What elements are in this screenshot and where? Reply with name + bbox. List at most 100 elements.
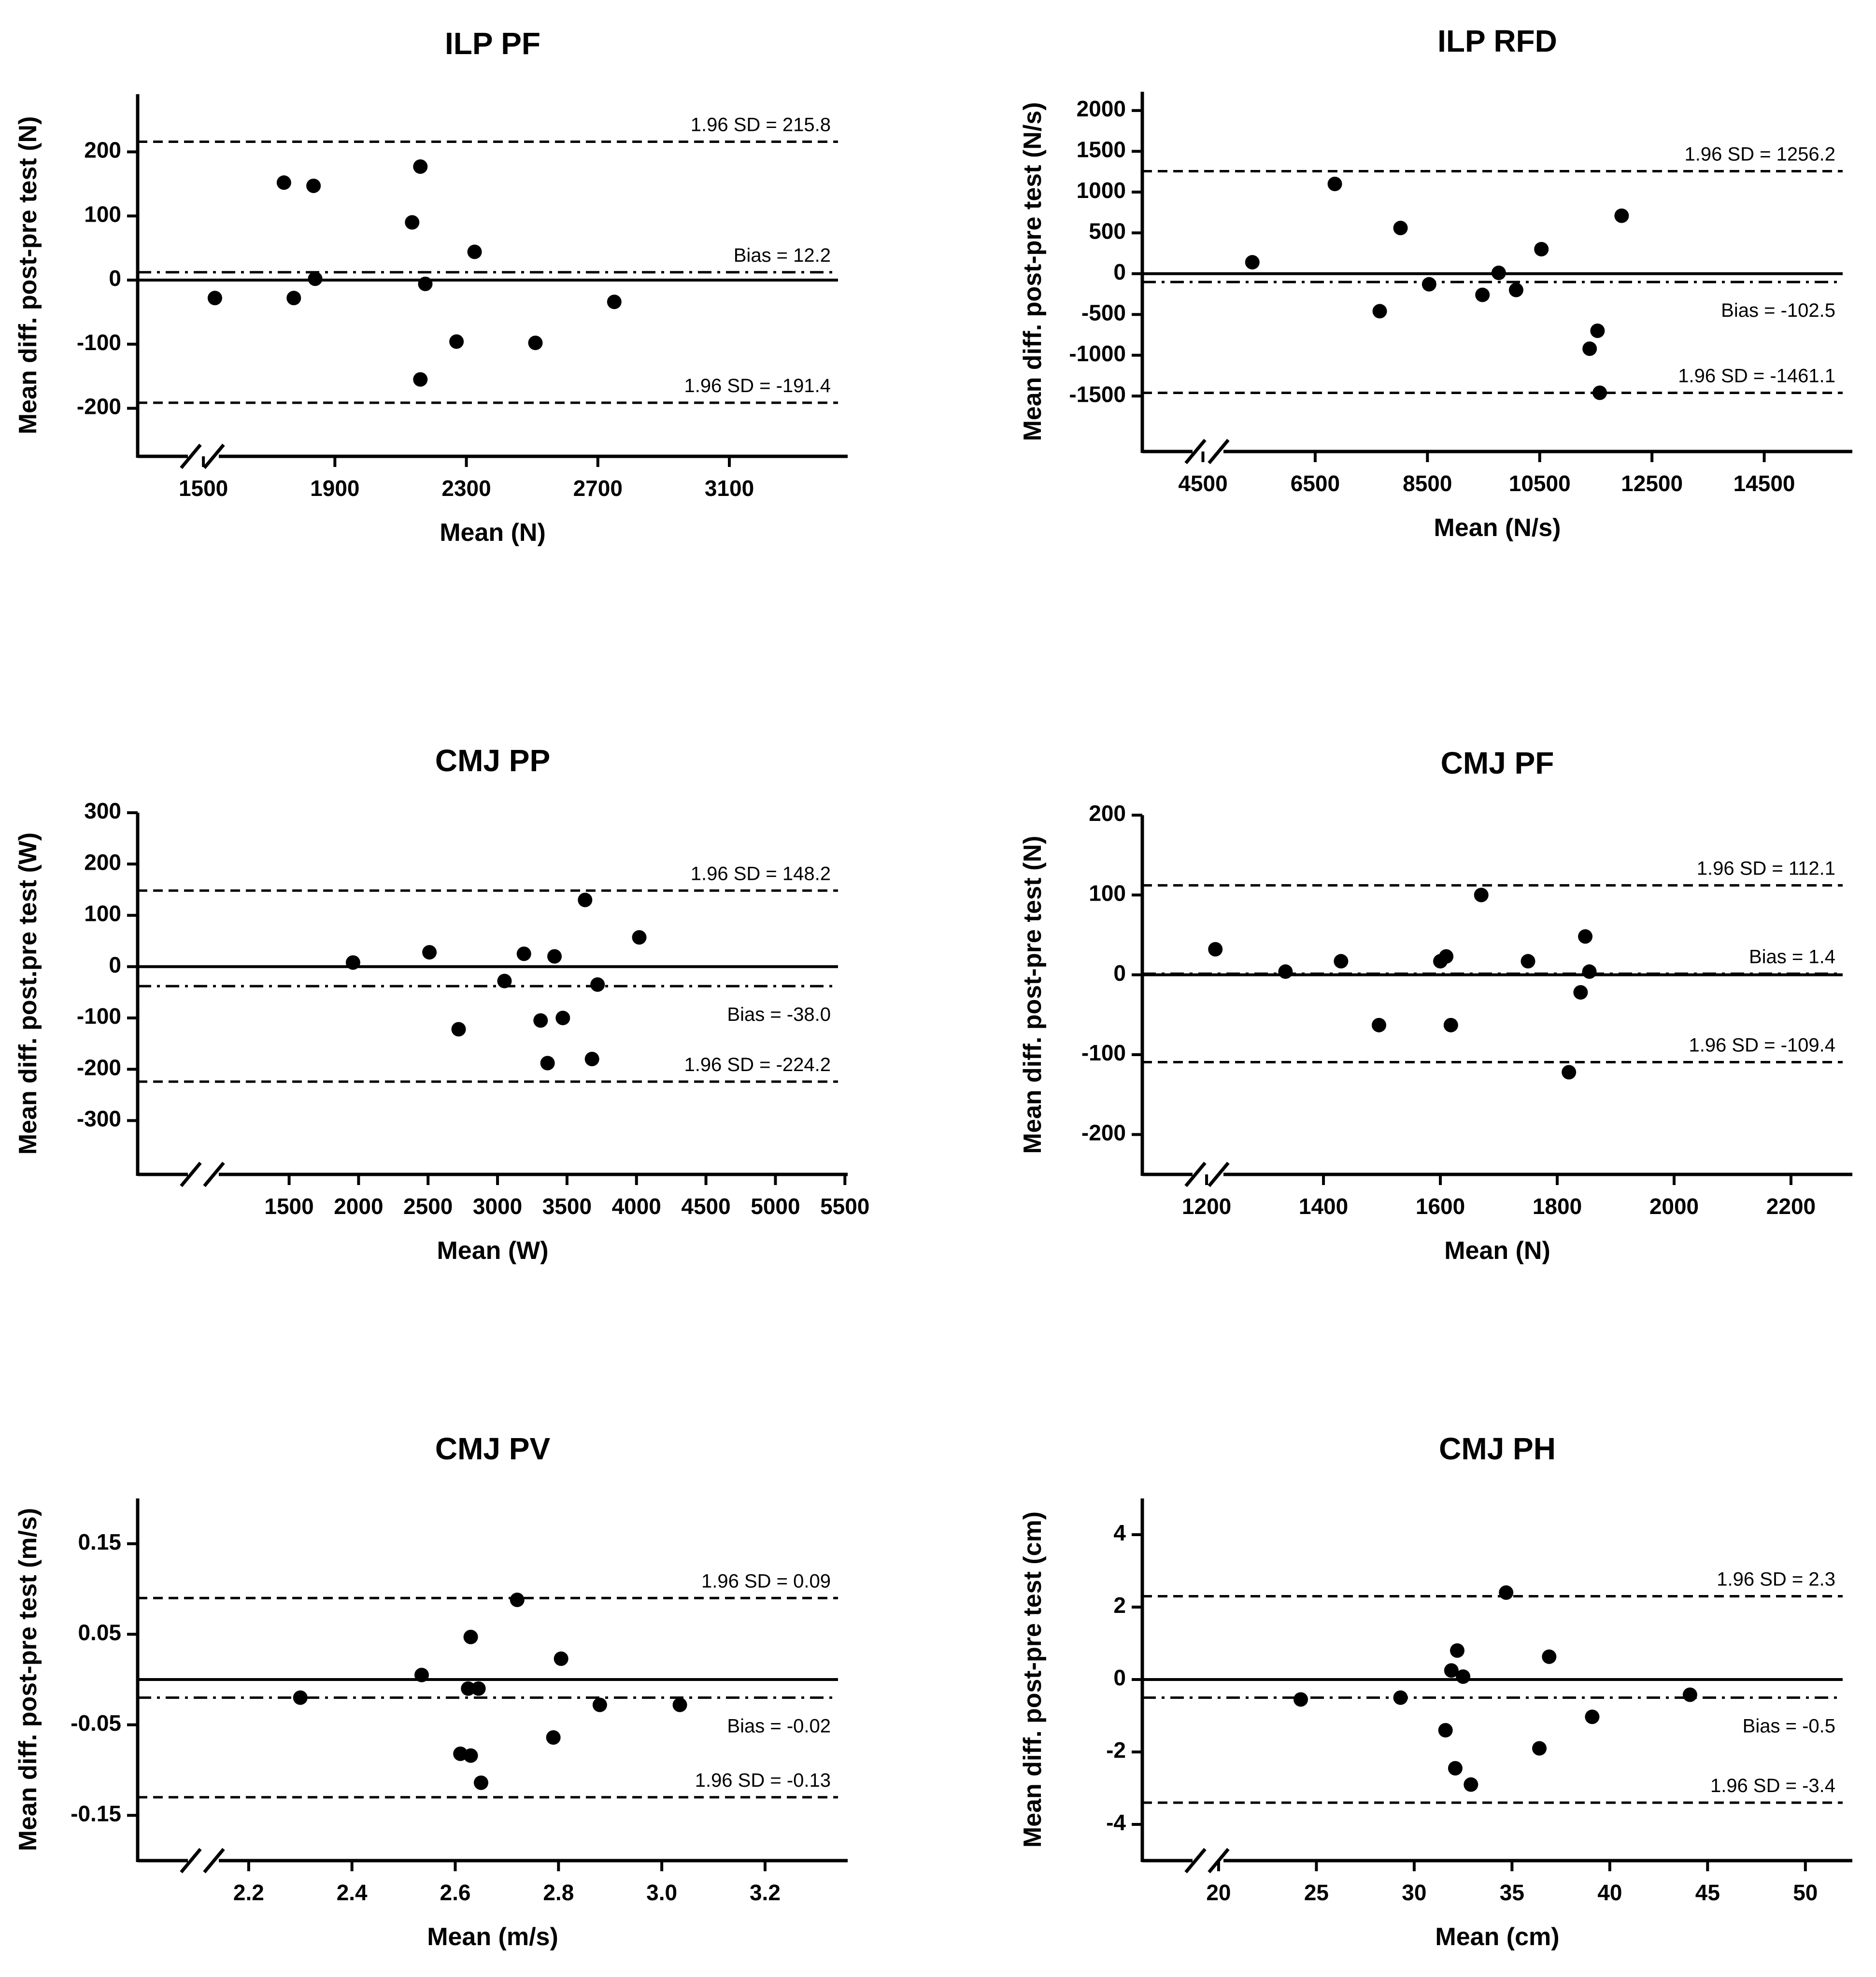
x-tick-label: 25: [1304, 1880, 1329, 1905]
x-axis-label: Mean (N): [1444, 1237, 1550, 1265]
y-tick-label: -100: [77, 1003, 121, 1029]
x-tick-label: 4500: [1178, 471, 1227, 496]
y-tick-label: 2: [1113, 1593, 1126, 1618]
x-tick-label: 3.0: [646, 1880, 677, 1905]
x-tick-label: 3000: [473, 1194, 522, 1219]
data-point: [293, 1690, 308, 1705]
data-point: [276, 175, 291, 190]
y-tick-label: 200: [84, 849, 121, 875]
lower-loa-label: 1.96 SD = -3.4: [1710, 1775, 1835, 1796]
data-point: [422, 945, 437, 960]
data-point: [308, 271, 323, 286]
y-tick-label: 500: [1089, 218, 1126, 243]
y-axis-label: Mean diff. post-pre test (N/s): [1019, 102, 1047, 441]
lower-loa-label: 1.96 SD = -191.4: [684, 375, 831, 396]
data-point: [1562, 1065, 1577, 1080]
chart-title: ILP RFD: [1437, 24, 1557, 58]
data-point: [1573, 985, 1588, 1000]
data-point: [1421, 277, 1436, 292]
y-axis-label: Mean diff. post-pre test (N): [1019, 836, 1047, 1154]
data-point: [584, 1051, 599, 1066]
y-tick-label: -200: [77, 1055, 121, 1080]
x-tick-label: 30: [1402, 1880, 1426, 1905]
x-axis-label: Mean (m/s): [427, 1923, 558, 1951]
x-tick-label: 2.8: [543, 1880, 574, 1905]
axis-break-mark: [1184, 1848, 1207, 1874]
data-point: [672, 1697, 687, 1712]
y-tick-label: 0: [1113, 960, 1126, 986]
y-tick-label: 200: [1089, 801, 1126, 826]
bias-label: Bias = -0.5: [1743, 1716, 1835, 1737]
axis-break-mark: [180, 1848, 202, 1874]
data-point: [1438, 1723, 1453, 1737]
x-tick-label: 40: [1597, 1880, 1622, 1905]
x-tick-label: 4500: [681, 1194, 730, 1219]
x-tick-label: 1400: [1299, 1194, 1348, 1219]
x-tick-label: 2.6: [440, 1880, 471, 1905]
data-point: [471, 1681, 486, 1696]
y-tick-label: -100: [1081, 1040, 1126, 1065]
chart-title: ILP PF: [445, 26, 540, 61]
x-tick-label: 12500: [1621, 471, 1683, 496]
x-axis-label: Mean (cm): [1435, 1923, 1559, 1951]
x-tick-label: 2300: [441, 476, 491, 501]
y-tick-label: 2000: [1077, 96, 1126, 121]
data-point: [414, 1667, 429, 1682]
x-tick-label: 2000: [1649, 1194, 1699, 1219]
chart-title: CMJ PP: [435, 743, 550, 778]
data-point: [1456, 1669, 1471, 1684]
upper-loa-label: 1.96 SD = 148.2: [691, 863, 831, 884]
data-point: [1393, 221, 1408, 236]
y-tick-label: 200: [84, 138, 121, 163]
axis-break-mark: [1184, 438, 1207, 465]
x-tick-label: 3500: [542, 1194, 592, 1219]
bias-label: Bias = -0.02: [727, 1716, 831, 1737]
data-point: [413, 159, 428, 174]
lower-loa-label: 1.96 SD = -0.13: [695, 1770, 831, 1791]
y-tick-label: -500: [1081, 300, 1126, 325]
x-tick-label: 2700: [573, 476, 623, 501]
x-tick-label: 5500: [820, 1194, 869, 1219]
y-tick-label: -1000: [1069, 341, 1126, 366]
data-point: [497, 974, 512, 988]
data-point: [1372, 1017, 1386, 1032]
data-point: [1278, 964, 1293, 979]
y-tick-label: 4: [1113, 1520, 1126, 1545]
data-point: [578, 892, 593, 907]
data-point: [528, 336, 543, 351]
axis-break-mark: [1208, 1161, 1230, 1187]
data-point: [592, 1697, 607, 1712]
data-point: [1448, 1761, 1463, 1776]
y-tick-label: 1000: [1077, 178, 1126, 203]
y-tick-label: 0: [1113, 259, 1126, 284]
data-point: [1534, 242, 1549, 257]
chart-panel: ILP PF 1.96 SD = 215.8 1.96 SD = -191.4 Bia…: [14, 26, 848, 547]
x-tick-label: 1600: [1416, 1194, 1465, 1219]
data-point: [418, 276, 433, 291]
data-point: [1499, 1585, 1514, 1600]
y-tick-label: -200: [77, 394, 121, 419]
bias-label: Bias = -102.5: [1721, 300, 1835, 321]
axis-break-mark: [203, 1161, 225, 1187]
axis-break-mark: [180, 1161, 202, 1187]
x-tick-label: 6500: [1291, 471, 1340, 496]
y-tick-label: -1500: [1069, 381, 1126, 407]
y-axis-label: Mean diff. post-pre test (cm): [1019, 1511, 1047, 1848]
chart-panel: CMJ PH 1.96 SD = 2.3 1.96 SD = -3.4 Bias = …: [1019, 1431, 1852, 1951]
x-tick-label: 50: [1793, 1880, 1818, 1905]
chart-panel: CMJ PP 1.96 SD = 148.2 1.96 SD = -224.2 Bia…: [14, 743, 869, 1265]
y-tick-label: 0: [109, 266, 121, 291]
data-point: [1585, 1709, 1600, 1724]
x-tick-label: 1800: [1533, 1194, 1582, 1219]
data-point: [1393, 1690, 1408, 1705]
data-point: [405, 215, 420, 230]
x-axis-label: Mean (N): [440, 519, 546, 547]
data-point: [1245, 255, 1260, 270]
x-tick-label: 10500: [1509, 471, 1571, 496]
data-point: [554, 1651, 568, 1666]
y-tick-label: 1500: [1077, 137, 1126, 162]
upper-loa-label: 1.96 SD = 2.3: [1717, 1569, 1835, 1590]
data-point: [207, 291, 222, 306]
x-axis-label: Mean (N/s): [1434, 514, 1561, 542]
y-tick-label: 100: [1089, 880, 1126, 905]
